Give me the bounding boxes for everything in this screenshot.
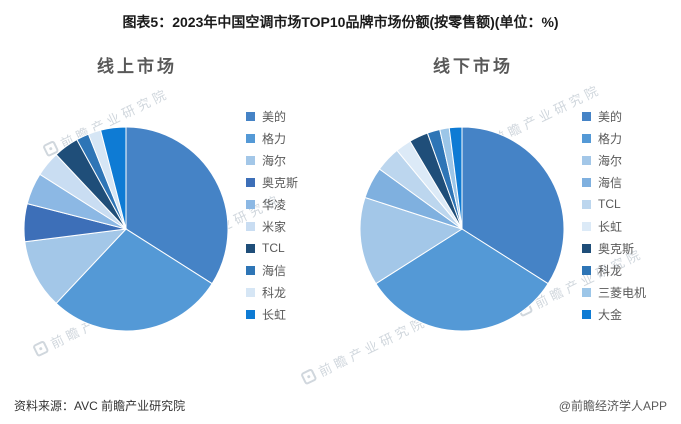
online-market-legend: 美的格力海尔奥克斯华凌米家 TCL 海信科龙长虹 <box>246 105 298 325</box>
legend-label: 美的 <box>262 109 287 124</box>
legend-item: 海信 <box>582 171 646 193</box>
legend-item: 长虹 <box>582 215 646 237</box>
legend-item: 海信 <box>246 259 298 281</box>
legend-label: 海尔 <box>262 153 287 168</box>
legend-item: 格力 <box>246 127 298 149</box>
offline-market-title: 线下市场 <box>433 57 513 76</box>
legend-label: 海信 <box>262 263 287 278</box>
legend-item: 海尔 <box>582 149 646 171</box>
legend-swatch <box>582 243 591 253</box>
online-market-pie <box>23 126 229 332</box>
legend-swatch <box>246 111 255 121</box>
legend-item: 三菱电机 <box>582 281 646 303</box>
legend-item: 格力 <box>582 127 646 149</box>
online-market-chart: 线上市场 美的格力海尔奥克斯华凌米家 TCL 海信科龙长虹 <box>12 52 342 338</box>
legend-label: 米家 <box>262 219 287 234</box>
legend-label: 格力 <box>598 131 623 146</box>
online-market-title: 线上市场 <box>97 57 177 76</box>
offline-market-legend: 美的格力海尔海信 TCL 长虹奥克斯科龙三菱电机大金 <box>582 105 646 325</box>
legend-swatch <box>582 287 591 297</box>
legend-label: 长虹 <box>262 307 287 322</box>
offline-market-pie <box>359 126 565 332</box>
pie-slice-长虹 <box>100 126 127 230</box>
legend-swatch <box>246 287 255 297</box>
pie-slice-大金 <box>448 126 463 230</box>
credit-note: @前瞻经济学人APP <box>558 399 667 413</box>
legend-swatch <box>582 177 591 187</box>
watermark-logo-icon <box>32 339 50 358</box>
data-source-note: 资料来源：AVC 前瞻产业研究院 <box>14 399 186 413</box>
legend-item: 长虹 <box>246 303 298 325</box>
pie-slice-美的 <box>125 126 229 285</box>
legend-label: 奥克斯 <box>262 175 299 190</box>
legend-label: TCL <box>598 197 621 211</box>
legend-swatch <box>582 155 591 165</box>
pie-slice-格力 <box>375 228 549 332</box>
legend-label: 海信 <box>598 175 623 190</box>
legend-swatch <box>246 199 255 209</box>
legend-item: 海尔 <box>246 149 298 171</box>
legend-swatch <box>246 177 255 187</box>
legend-swatch <box>582 133 591 143</box>
legend-swatch <box>582 111 591 121</box>
legend-label: 海尔 <box>598 153 623 168</box>
legend-swatch <box>246 221 255 231</box>
pie-slice-美的 <box>461 126 565 285</box>
pie-slice-海尔 <box>359 196 464 285</box>
legend-swatch <box>246 155 255 165</box>
watermark-logo-icon <box>300 367 318 386</box>
legend-swatch <box>582 309 591 319</box>
legend-label: 三菱电机 <box>598 285 647 300</box>
legend-label: 美的 <box>598 109 623 124</box>
legend-label: 科龙 <box>262 285 287 300</box>
legend-item: 美的 <box>582 105 646 127</box>
legend-item: TCL <box>246 237 298 259</box>
legend-item: 米家 <box>246 215 298 237</box>
legend-item: 奥克斯 <box>246 171 298 193</box>
legend-item: 科龙 <box>246 281 298 303</box>
legend-label: 华凌 <box>262 197 287 212</box>
legend-swatch <box>246 265 255 275</box>
legend-label: 奥克斯 <box>598 241 635 256</box>
legend-item: 华凌 <box>246 193 298 215</box>
pie-slice-格力 <box>55 228 213 332</box>
legend-label: 长虹 <box>598 219 623 234</box>
legend-swatch <box>582 199 591 209</box>
figure-title: 图表5：2023年中国空调市场TOP10品牌市场份额(按零售额)(单位：%) <box>122 14 559 30</box>
pie-slice-海尔 <box>24 228 128 305</box>
legend-item: TCL <box>582 193 646 215</box>
legend-swatch <box>246 133 255 143</box>
legend-swatch <box>246 309 255 319</box>
legend-label: 科龙 <box>598 263 623 278</box>
legend-item: 科龙 <box>582 259 646 281</box>
legend-item: 奥克斯 <box>582 237 646 259</box>
legend-item: 美的 <box>246 105 298 127</box>
legend-swatch <box>582 265 591 275</box>
legend-label: 格力 <box>262 131 287 146</box>
offline-market-chart: 线下市场 美的格力海尔海信 TCL 长虹奥克斯科龙三菱电机大金 <box>348 52 678 338</box>
legend-label: 大金 <box>598 307 623 322</box>
legend-swatch <box>246 243 255 253</box>
legend-item: 大金 <box>582 303 646 325</box>
legend-label: TCL <box>262 241 285 255</box>
legend-swatch <box>582 221 591 231</box>
